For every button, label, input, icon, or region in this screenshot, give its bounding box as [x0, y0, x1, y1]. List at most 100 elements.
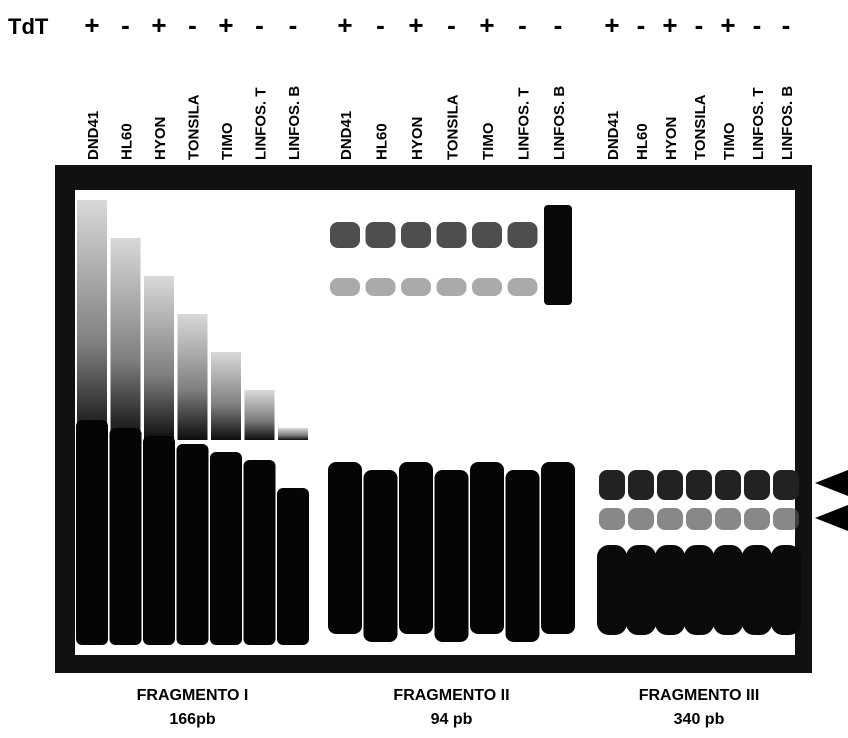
tdt-sign: -: [753, 10, 762, 40]
lane-label: DND41: [85, 111, 102, 160]
band: [210, 452, 242, 645]
lane-label: TIMO: [219, 122, 236, 160]
band: [244, 460, 276, 645]
lane-label: HL60: [634, 123, 651, 160]
band: [366, 278, 396, 296]
fragment-size: 166pb: [169, 711, 215, 728]
fragment-size: 340 pb: [674, 711, 725, 728]
tdt-sign: +: [408, 10, 423, 40]
band: [684, 545, 714, 635]
band: [744, 470, 770, 500]
band: [686, 470, 712, 500]
lane-label: LINFOS. T: [253, 88, 270, 161]
lane-label: DND41: [605, 111, 622, 160]
tdt-sign: +: [479, 10, 494, 40]
band: [177, 444, 209, 645]
band: [628, 508, 654, 530]
tdt-sign: +: [151, 10, 166, 40]
lane-label: LINFOS. T: [750, 88, 767, 161]
smear: [144, 276, 174, 440]
arrowhead: [815, 470, 848, 496]
arrowhead: [815, 505, 848, 531]
tdt-sign: +: [218, 10, 233, 40]
band: [771, 545, 801, 635]
band: [773, 470, 799, 500]
band: [657, 508, 683, 530]
band: [328, 462, 362, 634]
band: [399, 462, 433, 634]
band: [773, 508, 799, 530]
tdt-sign: -: [695, 10, 704, 40]
smear: [77, 200, 107, 440]
band: [742, 545, 772, 635]
smear: [278, 428, 308, 440]
lane-label: TONSILA: [692, 94, 709, 160]
tdt-sign: -: [255, 10, 264, 40]
tdt-sign: -: [188, 10, 197, 40]
lane-label: TIMO: [480, 122, 497, 160]
band: [437, 222, 467, 248]
lane-label: HYON: [152, 117, 169, 160]
band: [401, 222, 431, 248]
band: [401, 278, 431, 296]
band: [364, 470, 398, 642]
band: [435, 470, 469, 642]
lane-label: DND41: [338, 111, 355, 160]
lane-label: HYON: [663, 117, 680, 160]
band: [76, 420, 108, 645]
lane-label: HL60: [119, 123, 136, 160]
band: [437, 278, 467, 296]
band: [599, 470, 625, 500]
gel-figure: TdT + DND41 - HL60 + HYON - TONSILA + TIMO - LINFOS…: [0, 0, 848, 738]
band: [330, 222, 360, 248]
tdt-sign: -: [121, 10, 130, 40]
band: [143, 436, 175, 645]
tdt-sign: -: [554, 10, 563, 40]
tdt-sign: -: [637, 10, 646, 40]
band: [744, 508, 770, 530]
band: [715, 470, 741, 500]
band: [655, 545, 685, 635]
fragment-label: FRAGMENTO I: [137, 687, 249, 704]
lane-label: LINFOS. B: [551, 86, 568, 160]
band: [657, 470, 683, 500]
band: [541, 462, 575, 634]
tdt-sign: +: [662, 10, 677, 40]
band: [628, 470, 654, 500]
figure: TdT + DND41 - HL60 + HYON - TONSILA + TIMO - LINFOS…: [0, 0, 848, 738]
tdt-sign: +: [720, 10, 735, 40]
lane-label: LINFOS. B: [779, 86, 796, 160]
band: [626, 545, 656, 635]
band: [506, 470, 540, 642]
smear: [211, 352, 241, 440]
lane-label: HL60: [374, 123, 391, 160]
band: [597, 545, 627, 635]
lane-label: LINFOS. T: [516, 88, 533, 161]
band: [110, 428, 142, 645]
smear: [178, 314, 208, 440]
tdt-sign: -: [289, 10, 298, 40]
tdt-sign: -: [782, 10, 791, 40]
band: [277, 488, 309, 645]
lane-label: LINFOS. B: [286, 86, 303, 160]
lane-label: HYON: [409, 117, 426, 160]
band: [472, 222, 502, 248]
fragment-size: 94 pb: [431, 711, 473, 728]
lane-label: TIMO: [721, 122, 738, 160]
band: [508, 222, 538, 248]
tdt-sign: +: [604, 10, 619, 40]
smear: [245, 390, 275, 440]
fragment-label: FRAGMENTO II: [393, 687, 509, 704]
band: [544, 205, 572, 305]
fragment-label: FRAGMENTO III: [639, 687, 760, 704]
tdt-sign: -: [447, 10, 456, 40]
lane-label: TONSILA: [445, 94, 462, 160]
band: [715, 508, 741, 530]
tdt-label: TdT: [8, 14, 49, 39]
tdt-sign: +: [337, 10, 352, 40]
tdt-sign: -: [518, 10, 527, 40]
band: [599, 508, 625, 530]
band: [366, 222, 396, 248]
band: [508, 278, 538, 296]
tdt-sign: +: [84, 10, 99, 40]
